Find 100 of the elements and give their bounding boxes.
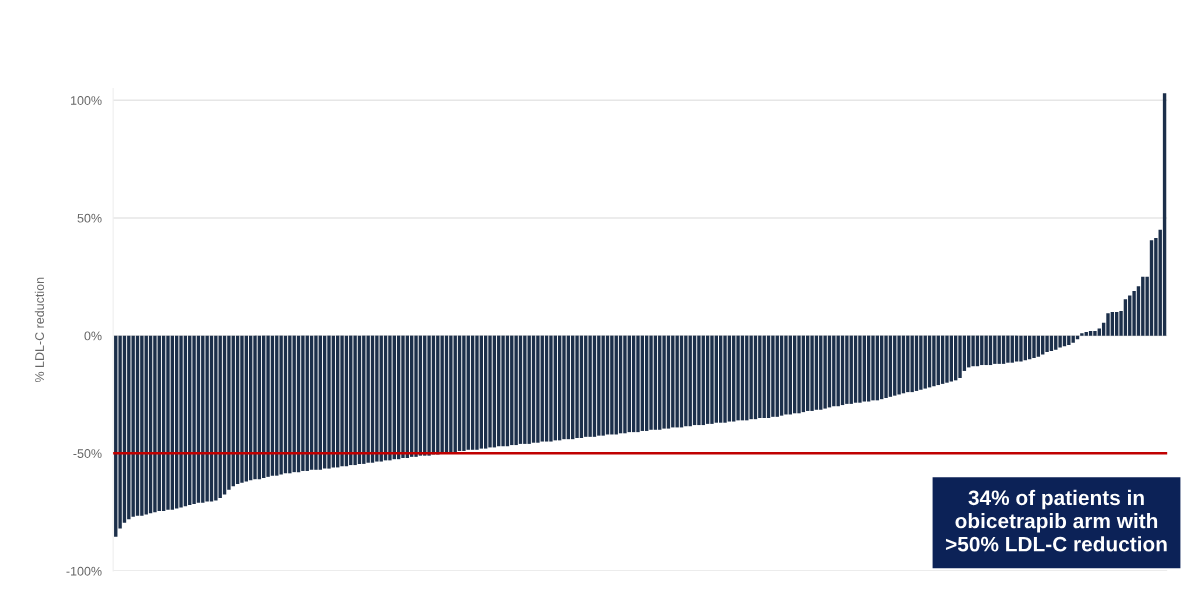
- y-tick-label: 100%: [71, 96, 102, 105]
- bar: [414, 335, 418, 457]
- bar: [649, 335, 653, 430]
- bar: [292, 335, 296, 473]
- bar: [1067, 335, 1071, 346]
- bar: [1115, 312, 1119, 336]
- bar: [675, 335, 679, 428]
- bar: [488, 335, 492, 448]
- bar: [723, 335, 727, 423]
- bar: [1123, 299, 1128, 336]
- bar: [784, 335, 788, 415]
- bar: [932, 335, 936, 387]
- bar: [1106, 313, 1110, 336]
- bar: [1141, 276, 1145, 336]
- bar: [771, 335, 775, 417]
- bar: [501, 335, 505, 447]
- bar: [140, 335, 144, 516]
- bar: [401, 335, 405, 459]
- y-tick-label: 50%: [77, 213, 102, 223]
- bar: [736, 335, 740, 421]
- bar: [240, 335, 244, 483]
- bar: [205, 335, 209, 502]
- bar: [945, 335, 949, 383]
- bar: [1019, 335, 1023, 362]
- bar: [749, 335, 753, 420]
- bar: [919, 335, 923, 390]
- bar: [427, 335, 431, 456]
- bar: [836, 335, 840, 407]
- bar: [1045, 335, 1049, 353]
- bar: [388, 335, 392, 461]
- bar: [697, 335, 701, 426]
- bar: [1071, 335, 1075, 343]
- bar: [871, 335, 875, 401]
- bar: [301, 335, 305, 471]
- bar: [527, 335, 531, 444]
- bar: [192, 335, 196, 504]
- bar: [1088, 330, 1093, 336]
- bar: [984, 335, 988, 366]
- bar: [166, 335, 170, 510]
- bar: [1093, 330, 1097, 336]
- y-tick-label: 0%: [84, 331, 102, 341]
- bar: [314, 335, 318, 470]
- bar: [958, 335, 962, 378]
- bar: [227, 335, 231, 490]
- bar: [997, 335, 1001, 364]
- y-axis-title: % LDL-C reduction: [34, 277, 44, 383]
- bar: [562, 335, 566, 440]
- bar: [858, 335, 862, 403]
- bar: [610, 335, 614, 435]
- bar: [131, 335, 135, 517]
- bar: [1110, 312, 1115, 336]
- bar: [636, 335, 640, 433]
- bar: [1032, 335, 1036, 358]
- bar: [597, 335, 601, 436]
- bar: [462, 335, 466, 451]
- bar: [623, 335, 627, 434]
- bar: [279, 335, 283, 475]
- bar: [440, 335, 444, 454]
- bar: [601, 335, 605, 436]
- bar: [845, 335, 849, 404]
- bar: [832, 335, 836, 407]
- bar: [127, 335, 131, 520]
- bar: [327, 335, 331, 469]
- bar: [362, 335, 366, 464]
- annotation: 34% of patients in obicetrapib arm with >50% LDL-C reduction: [945, 489, 1167, 552]
- bar: [993, 335, 997, 364]
- bar: [588, 335, 592, 437]
- bar: [662, 335, 666, 429]
- bar: [971, 335, 975, 367]
- bar: [340, 335, 344, 467]
- bar: [179, 335, 183, 508]
- bar: [1080, 333, 1084, 336]
- bar: [353, 335, 357, 466]
- bar: [514, 335, 518, 446]
- bar: [1132, 290, 1136, 336]
- bar: [366, 335, 370, 463]
- bar: [762, 335, 766, 418]
- bar: [266, 335, 270, 477]
- bar: [536, 335, 540, 443]
- bar: [475, 335, 479, 450]
- bar: [523, 335, 527, 444]
- bar: [549, 335, 553, 442]
- bar: [288, 335, 292, 474]
- bar: [214, 335, 218, 501]
- bar: [375, 335, 379, 462]
- bar: [884, 335, 888, 398]
- y-tick-label: -100%: [66, 566, 102, 576]
- y-tick-label: -50%: [73, 449, 102, 458]
- bar: [1006, 335, 1010, 363]
- bar: [684, 335, 688, 427]
- bar: [153, 335, 157, 513]
- bar: [810, 335, 814, 411]
- bar: [575, 335, 579, 439]
- bar: [253, 335, 257, 480]
- bar: [1084, 332, 1088, 336]
- bar: [1058, 335, 1062, 348]
- bar: [823, 335, 827, 409]
- bar: [797, 335, 801, 414]
- bar: [758, 335, 762, 418]
- bar: [710, 335, 714, 424]
